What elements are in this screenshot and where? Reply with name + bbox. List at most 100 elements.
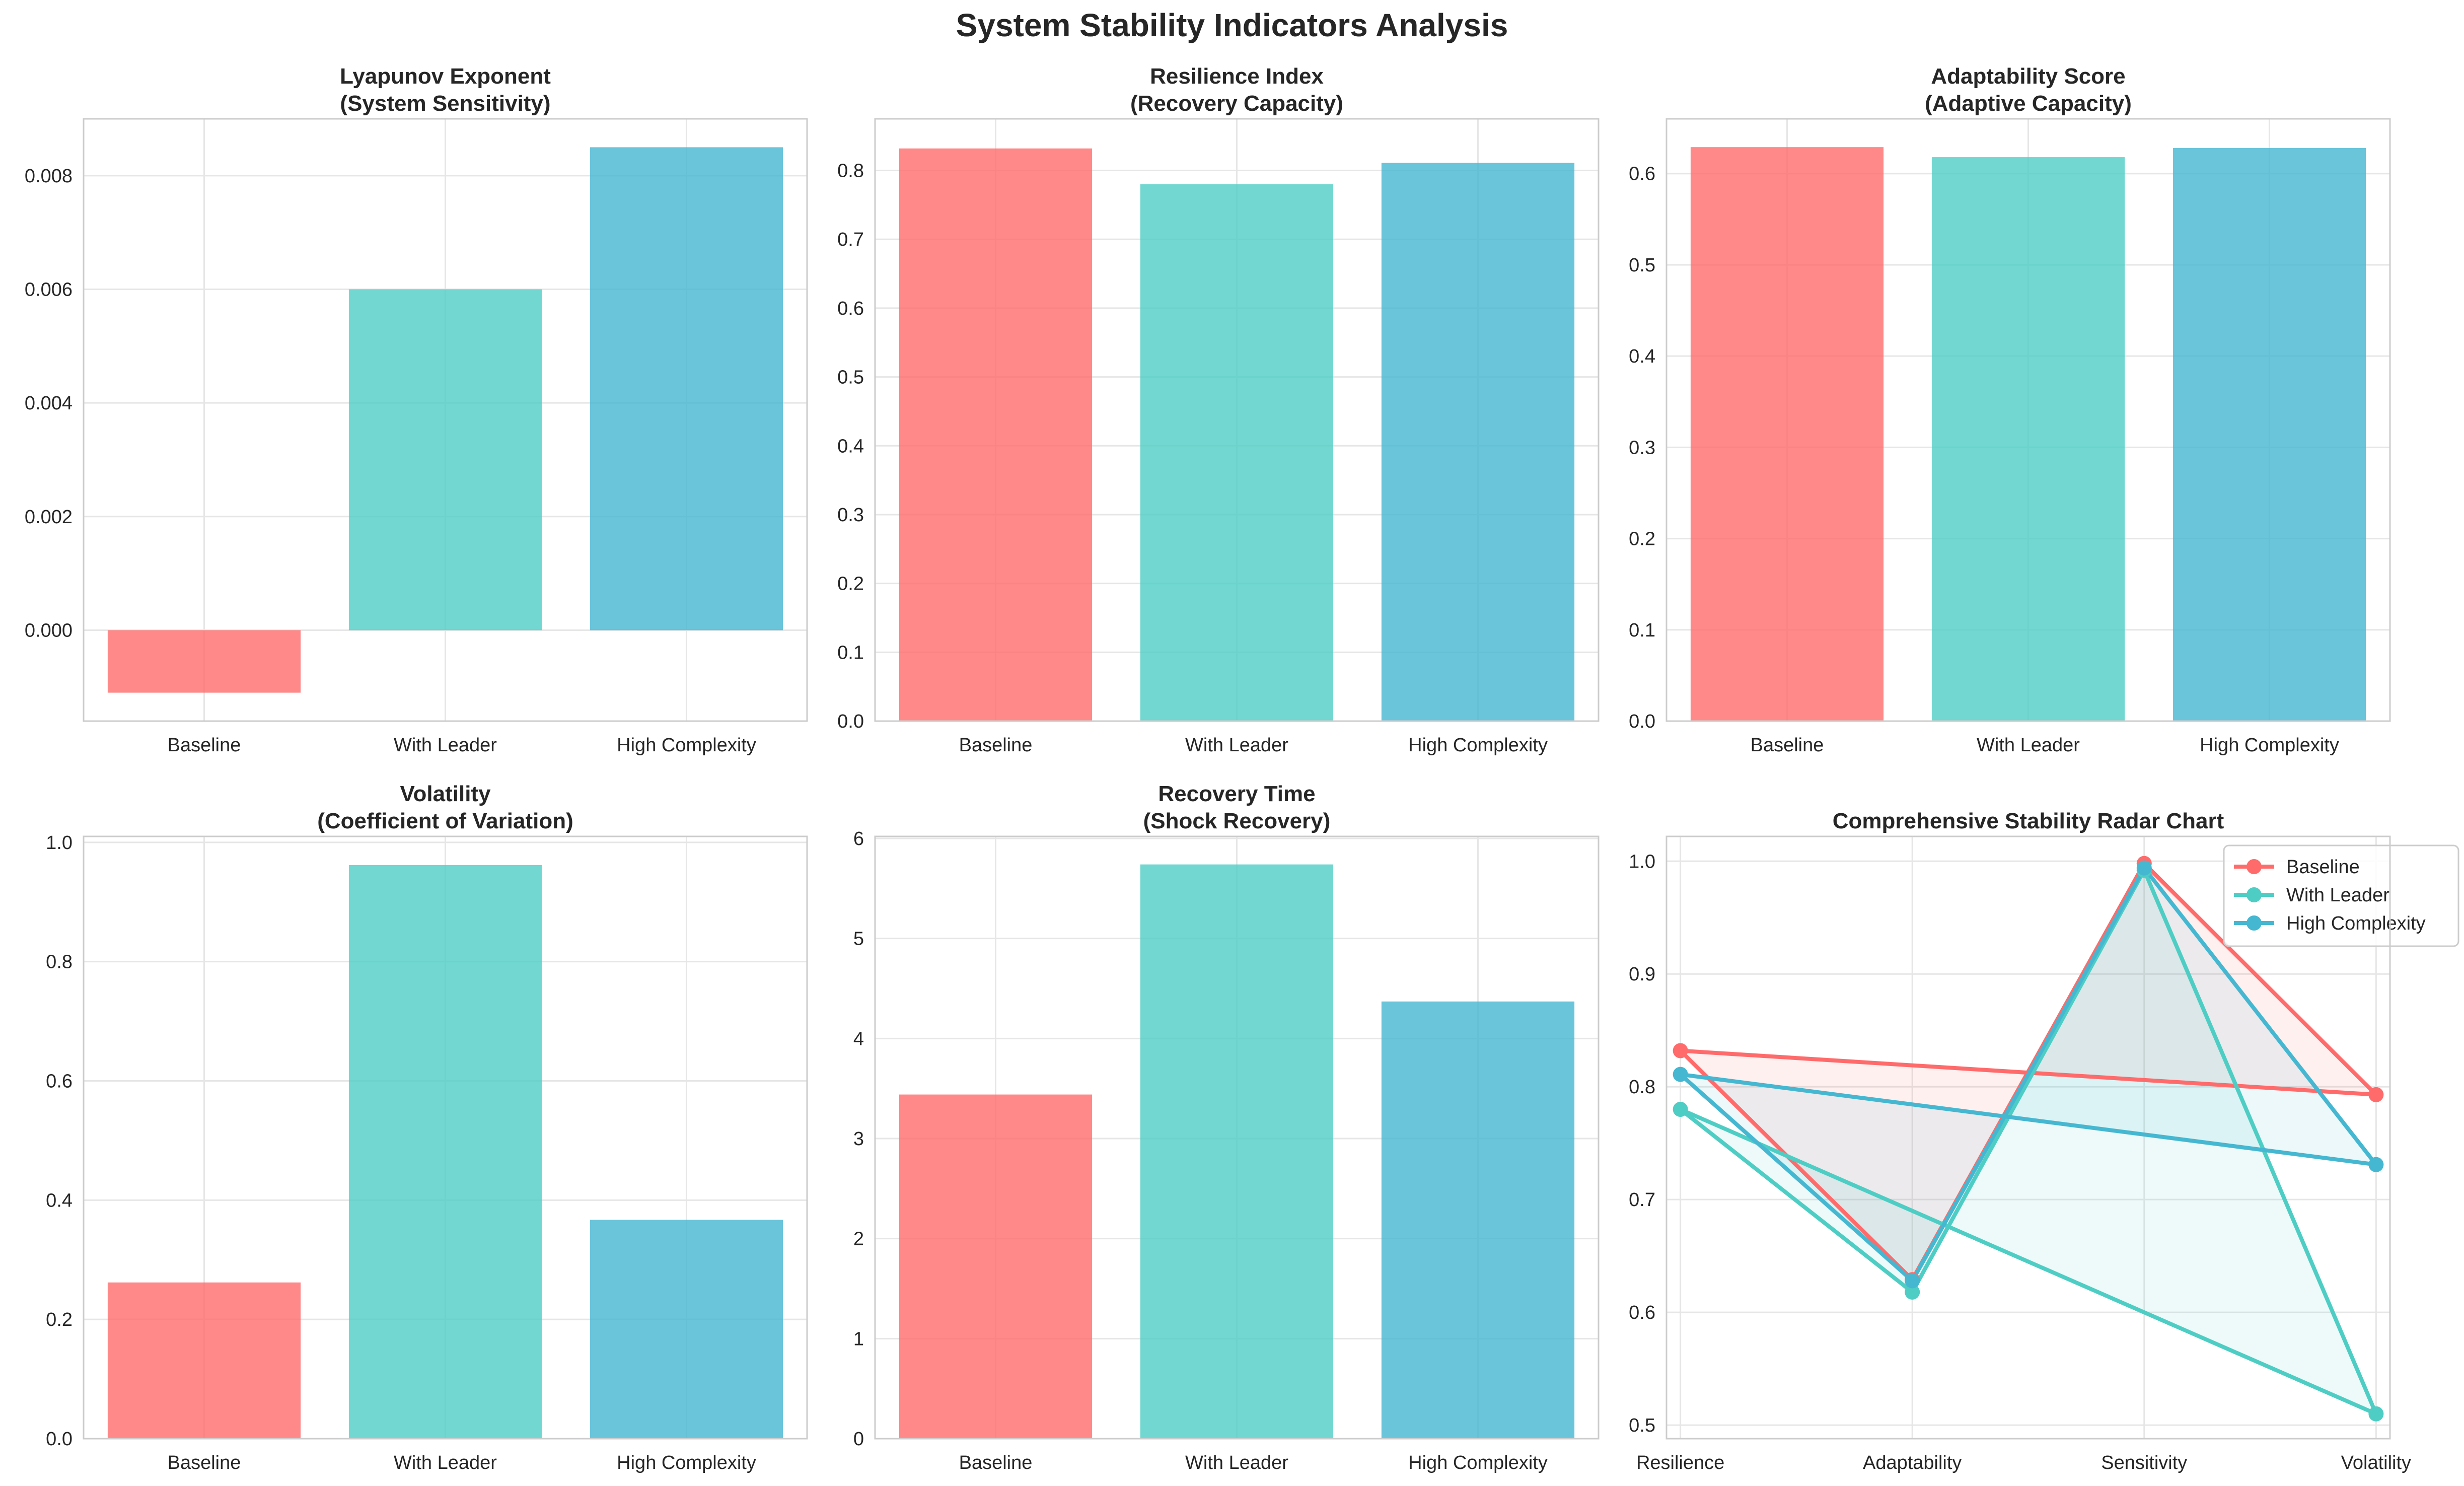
y-tick-label: 0.3 xyxy=(1629,437,1655,458)
axes-frame xyxy=(1665,118,2391,722)
series-point-high-complexity xyxy=(1673,1067,1688,1082)
x-tick-label: Resilience xyxy=(1636,1452,1724,1473)
series-point-baseline xyxy=(2368,1087,2384,1102)
y-tick-label: 0.6 xyxy=(1629,1302,1655,1323)
y-tick-label: 0.006 xyxy=(25,279,73,300)
y-tick-label: 0.8 xyxy=(837,161,864,182)
chart-subtitle: (Adaptive Capacity) xyxy=(1925,91,2132,116)
y-tick-label: 0.1 xyxy=(1629,620,1655,641)
axes-frame xyxy=(1665,835,2391,1440)
legend-label: Baseline xyxy=(2286,857,2360,878)
bar-high-complexity xyxy=(590,1220,783,1439)
bar-with-leader xyxy=(1931,157,2125,721)
y-tick-label: 1.0 xyxy=(46,832,73,854)
y-tick-label: 0.4 xyxy=(46,1190,73,1211)
y-tick-label: 0.2 xyxy=(837,574,864,595)
x-tick-label: High Complexity xyxy=(1408,1452,1548,1473)
legend-marker xyxy=(2246,887,2262,902)
y-tick-label: 0.7 xyxy=(837,229,864,250)
y-tick-label: 0.1 xyxy=(837,642,864,663)
y-tick-label: 0.8 xyxy=(1629,1077,1655,1098)
series-point-baseline xyxy=(1673,1043,1688,1058)
x-tick-label: High Complexity xyxy=(1408,735,1548,756)
series-point-with-leader xyxy=(1905,1284,1920,1300)
chart-panel-3: Adaptability Score(Adaptive Capacity) 0.0… xyxy=(1629,64,2391,756)
series-point-high-complexity xyxy=(2136,860,2152,876)
legend-marker xyxy=(2246,859,2262,874)
y-tick-label: 0.5 xyxy=(1629,255,1655,276)
bar-with-leader xyxy=(348,289,542,630)
legend-marker xyxy=(2246,915,2262,931)
y-tick-label: 2 xyxy=(853,1229,864,1250)
x-tick-label: With Leader xyxy=(1185,1452,1288,1473)
bar-baseline xyxy=(899,1094,1093,1439)
bar-with-leader xyxy=(1140,864,1334,1439)
y-tick-label: 0.000 xyxy=(25,620,73,641)
chart-title: Comprehensive Stability Radar Chart xyxy=(1833,809,2224,833)
y-tick-label: 1 xyxy=(853,1328,864,1350)
series-point-high-complexity xyxy=(1905,1273,1920,1289)
axes-frame xyxy=(874,118,1600,722)
x-tick-label: Baseline xyxy=(168,735,241,756)
y-tick-label: 0.9 xyxy=(1629,964,1655,985)
x-tick-label: Sensitivity xyxy=(2101,1452,2187,1473)
bar-baseline xyxy=(107,1282,301,1439)
chart-subtitle: (System Sensitivity) xyxy=(340,91,550,116)
y-tick-label: 0 xyxy=(853,1429,864,1450)
x-tick-label: High Complexity xyxy=(617,1452,756,1473)
x-tick-label: With Leader xyxy=(394,735,497,756)
x-tick-label: Baseline xyxy=(168,1452,241,1473)
y-tick-label: 0.8 xyxy=(46,952,73,973)
bar-baseline xyxy=(1690,147,1884,721)
chart-panel-4: Volatility (Coefficient of Variation) 0.0 0… xyxy=(46,782,808,1473)
axes-frame xyxy=(83,118,808,722)
series-fill-high-complexity xyxy=(1680,868,2376,1281)
bar-high-complexity xyxy=(2172,148,2366,721)
x-tick-label: Adaptability xyxy=(1863,1452,1962,1473)
x-tick-label: High Complexity xyxy=(2200,735,2339,756)
y-tick-label: 0.6 xyxy=(1629,164,1655,185)
axes-frame xyxy=(874,835,1600,1440)
y-tick-label: 0.4 xyxy=(1629,346,1655,367)
bar-baseline xyxy=(899,148,1093,721)
series-point-high-complexity xyxy=(2368,1157,2384,1172)
x-tick-label: Volatility xyxy=(2341,1452,2411,1473)
x-tick-label: With Leader xyxy=(394,1452,497,1473)
x-tick-label: Baseline xyxy=(1751,735,1824,756)
legend-box xyxy=(2223,844,2459,947)
chart-title: Resilience Index xyxy=(1150,64,1324,89)
y-tick-label: 0.004 xyxy=(25,393,73,414)
x-tick-label: Baseline xyxy=(959,1452,1033,1473)
panels: Lyapunov Exponent(System Sensitivity) 0.0… xyxy=(25,64,2459,1473)
bar-high-complexity xyxy=(1381,1001,1575,1439)
y-tick-label: 0.0 xyxy=(837,711,864,732)
x-tick-label: Baseline xyxy=(959,735,1033,756)
bar-with-leader xyxy=(1140,184,1334,721)
chart-panel-5: Recovery Time (Shock Recovery) 0 1 2 3 4 5 6 Base… xyxy=(853,782,1600,1473)
figure-title: System Stability Indicators Analysis xyxy=(956,7,1508,43)
chart-subtitle: (Recovery Capacity) xyxy=(1130,91,1343,116)
y-tick-label: 0.5 xyxy=(1629,1415,1655,1436)
y-tick-label: 0.2 xyxy=(46,1309,73,1330)
y-tick-label: 0.2 xyxy=(1629,529,1655,550)
y-tick-label: 6 xyxy=(853,828,864,850)
legend-label: With Leader xyxy=(2286,885,2389,906)
chart-title: Lyapunov Exponent xyxy=(340,64,551,89)
chart-panel-2: Resilience Index(Recovery Capacity) 0.0 0.… xyxy=(837,64,1600,756)
y-tick-label: 0.008 xyxy=(25,166,73,187)
y-tick-label: 5 xyxy=(853,929,864,950)
chart-panel-1: Lyapunov Exponent(System Sensitivity) 0.0… xyxy=(25,64,808,756)
chart-subtitle: (Coefficient of Variation) xyxy=(317,809,573,833)
y-tick-label: 0.3 xyxy=(837,505,864,526)
y-tick-label: 4 xyxy=(853,1028,864,1049)
y-tick-label: 0.002 xyxy=(25,507,73,528)
bar-high-complexity xyxy=(590,147,783,630)
bar-baseline xyxy=(107,630,301,693)
series-point-with-leader xyxy=(2368,1406,2384,1422)
chart-title: Recovery Time xyxy=(1158,782,1315,806)
x-tick-label: With Leader xyxy=(1185,735,1288,756)
y-tick-label: 0.7 xyxy=(1629,1189,1655,1211)
chart-title: Adaptability Score xyxy=(1931,64,2125,89)
axes-frame xyxy=(83,835,808,1440)
